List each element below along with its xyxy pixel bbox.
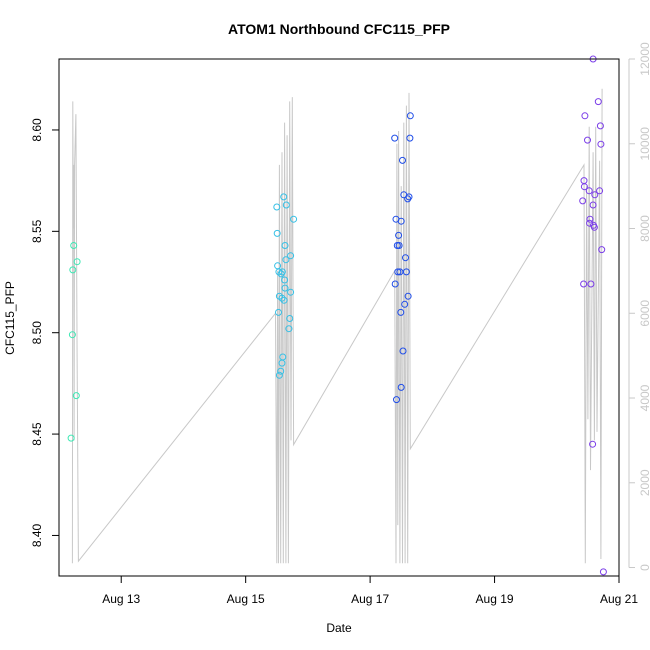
points-layer — [67, 55, 607, 576]
y2-tick-label-6: 12000 — [638, 42, 650, 76]
data-point-s2-9 — [395, 231, 403, 239]
x-axis-label: Date — [326, 621, 352, 635]
data-point-s2-8 — [397, 217, 405, 225]
y-tick-label-2: 8.50 — [30, 321, 44, 345]
data-point-s1-6 — [275, 308, 282, 316]
data-point-s2-6 — [405, 193, 413, 201]
data-point-s1-1 — [273, 229, 281, 237]
data-point-s0-2 — [73, 258, 81, 266]
data-point-s3-21 — [599, 568, 607, 576]
data-point-s0-4 — [72, 392, 80, 400]
data-point-s3-18 — [580, 280, 588, 288]
data-point-s1-11 — [282, 256, 290, 264]
y2-tick-label-5: 10000 — [638, 127, 650, 161]
data-point-s1-16 — [281, 284, 289, 292]
data-point-s1-4 — [277, 270, 285, 278]
data-point-s1-3 — [275, 268, 283, 276]
data-point-s3-16 — [590, 223, 598, 231]
data-point-s1-15 — [281, 276, 289, 284]
data-point-s1-23 — [277, 367, 285, 375]
data-point-s3-20 — [589, 440, 597, 448]
data-point-s1-24 — [275, 371, 283, 379]
data-point-s3-7 — [580, 183, 588, 191]
data-point-s3-3 — [596, 122, 604, 130]
data-point-s1-0 — [273, 203, 281, 211]
x-tick-label-1: Aug 15 — [227, 592, 265, 606]
data-point-s3-4 — [584, 136, 591, 144]
data-point-s3-19 — [587, 280, 595, 288]
y2-tick-label-4: 8000 — [638, 215, 650, 242]
y-axis-label: CFC115_PFP — [3, 281, 17, 355]
data-point-s1-12 — [287, 252, 295, 260]
data-point-s3-14 — [586, 219, 594, 227]
data-point-s3-10 — [591, 191, 599, 199]
data-point-s2-18 — [401, 300, 409, 308]
data-point-s1-13 — [290, 215, 298, 223]
data-point-s1-7 — [278, 294, 286, 302]
data-point-s2-21 — [397, 383, 405, 391]
data-point-s2-15 — [402, 268, 410, 276]
data-point-s1-19 — [280, 296, 288, 304]
data-point-s1-10 — [281, 242, 289, 249]
data-point-s2-11 — [395, 242, 403, 249]
data-point-s2-16 — [391, 280, 399, 288]
x-axis: Aug 13 Aug 15 Aug 17 Aug 19 Aug 21 — [102, 576, 638, 606]
y2-tick-label-0: 0 — [638, 564, 650, 571]
y-tick-label-1: 8.45 — [30, 422, 44, 446]
data-point-s1-17 — [286, 315, 294, 322]
data-point-s0-3 — [68, 331, 76, 339]
data-point-s2-19 — [397, 308, 405, 316]
data-point-s3-5 — [597, 140, 605, 148]
data-point-s2-2 — [406, 134, 414, 142]
data-point-s0-0 — [70, 242, 78, 249]
data-point-s1-9 — [282, 201, 290, 209]
data-point-s3-17 — [598, 246, 606, 254]
y-tick-label-0: 8.40 — [30, 523, 44, 547]
data-point-s2-5 — [404, 195, 412, 203]
data-point-s2-17 — [404, 292, 412, 300]
data-point-s2-20 — [399, 347, 407, 355]
x-tick-label-2: Aug 17 — [351, 592, 389, 606]
data-point-s3-8 — [585, 187, 593, 195]
x-tick-label-0: Aug 13 — [102, 592, 140, 606]
plot-frame — [58, 58, 620, 577]
data-point-s3-1 — [594, 98, 602, 106]
chart-title: ATOM1 Northbound CFC115_PFP — [228, 21, 450, 37]
y-axis: 8.40 8.45 8.50 8.55 8.60 — [30, 118, 59, 547]
data-point-s0-1 — [69, 266, 77, 274]
data-point-s1-20 — [287, 288, 295, 296]
data-point-s2-13 — [394, 268, 402, 276]
secondary-line-layer — [71, 88, 603, 564]
data-point-s2-22 — [393, 396, 400, 404]
data-point-s3-2 — [581, 112, 589, 120]
data-point-s2-0 — [391, 134, 399, 142]
y2-tick-label-1: 2000 — [638, 469, 650, 496]
x-tick-label-4: Aug 21 — [600, 592, 638, 606]
x-tick-label-3: Aug 19 — [476, 592, 514, 606]
y2-tick-label-2: 4000 — [638, 384, 650, 411]
data-point-s2-3 — [399, 156, 406, 164]
data-point-s0-5 — [67, 434, 75, 442]
data-point-s1-8 — [280, 193, 288, 201]
y-tick-label-3: 8.55 — [30, 219, 44, 243]
data-point-s1-22 — [278, 359, 286, 367]
data-point-s3-12 — [589, 201, 597, 209]
data-point-s1-18 — [285, 325, 293, 333]
data-point-s2-1 — [406, 112, 414, 120]
data-point-s2-12 — [402, 254, 409, 262]
data-point-s1-14 — [278, 268, 286, 276]
data-point-s3-9 — [596, 187, 604, 195]
data-point-s3-13 — [586, 215, 594, 223]
y2-tick-label-3: 6000 — [638, 300, 650, 327]
data-point-s3-11 — [579, 197, 587, 205]
y2-axis: 0 2000 4000 6000 8000 10000 12000 — [628, 42, 650, 571]
y-tick-label-4: 8.60 — [30, 118, 44, 142]
secondary-series-line — [71, 88, 603, 564]
